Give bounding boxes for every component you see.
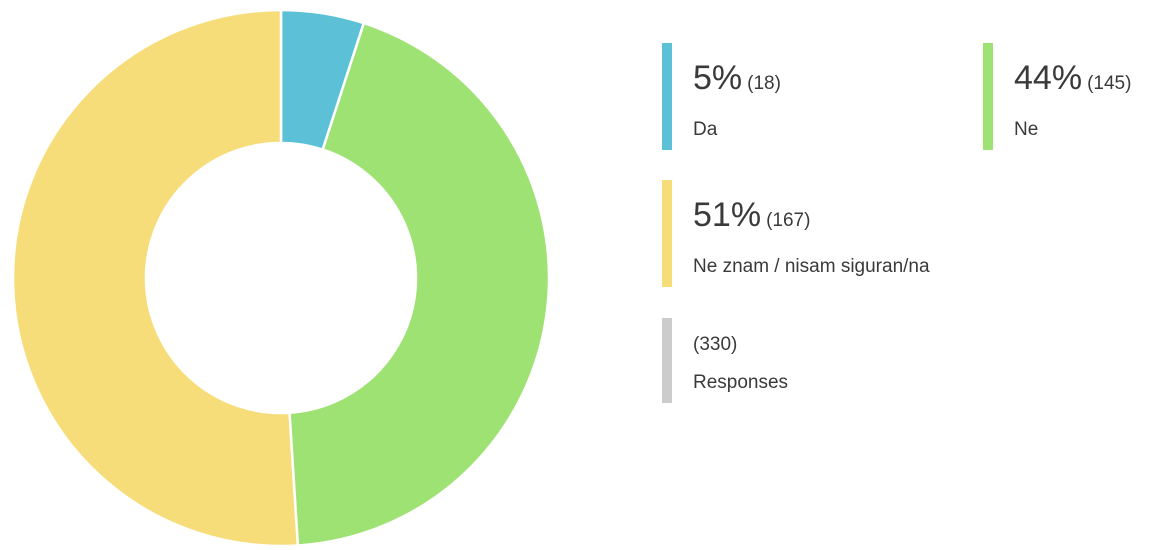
legend-count: (18) [747,73,781,94]
legend-swatch [662,318,672,403]
legend-label: Da [693,119,718,140]
legend-percent: 5% [693,59,742,97]
legend-swatch [662,43,672,150]
legend-count: (167) [766,210,810,231]
legend-count: (145) [1087,73,1131,94]
legend-label: Ne znam / nisam siguran/na [693,256,930,277]
total-count: (330) [693,334,737,355]
legend-swatch [662,180,672,287]
legend-value: 44% (145) [1014,59,1131,97]
legend-percent: 44% [1014,59,1082,97]
legend-swatch [983,43,993,150]
legend-percent: 51% [693,196,761,234]
legend-value: 5% (18) [693,59,781,97]
legend-label: Ne [1014,119,1038,140]
donut-slice [288,21,551,547]
total-label: Responses [693,372,788,393]
donut-slice [11,8,300,548]
legend-value: 51% (167) [693,196,810,234]
